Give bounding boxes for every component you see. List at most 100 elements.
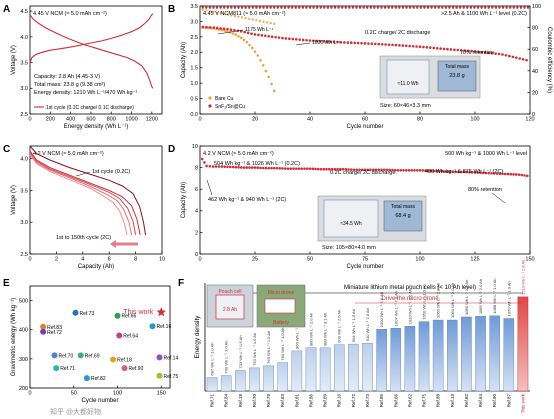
panel-f-category: Ref.62 (407, 394, 412, 408)
panel-b-point-1 (205, 25, 208, 29)
panel-d-point (294, 167, 298, 170)
panel-d-point (388, 168, 392, 172)
panel-b-mass-value: 23.8 g (449, 73, 464, 79)
panel-f-category: Ref.70 (252, 394, 257, 408)
panel-d-point (352, 168, 356, 172)
panel-letter-a: A (3, 4, 10, 15)
panel-d-ytick-label: 8 (195, 166, 198, 172)
panel-d-point (517, 173, 521, 176)
panel-f-category: Ref.66 (393, 394, 398, 408)
panel-f-bar-label: 763 Wh L⁻¹ 1.0 Ah (266, 331, 271, 364)
panel-b-ce-bare-point (208, 9, 212, 13)
panel-b-ce-point (208, 6, 212, 9)
panel-f-bar (277, 362, 289, 392)
panel-b-ce-bare-point (248, 17, 251, 21)
panel-d-point (404, 169, 408, 172)
panel-b-ce-point (348, 6, 351, 9)
panel-b-point-1 (343, 41, 346, 44)
panel-d-xtick-label: 100 (415, 257, 424, 263)
panel-b-point-1 (329, 40, 332, 44)
panel-d: 0 25 50 75 100 125 150 0 2 4 6 8 10 Cycle number Capac… (181, 144, 535, 270)
panel-b-ce-bare-point (226, 13, 229, 16)
panel-c-xtick-label: 6 (108, 257, 111, 263)
panel-b-ce-point (455, 6, 458, 9)
panel-e-point-label: Ref.16 (157, 324, 172, 330)
panel-f-bar-label: 1007 Wh L⁻¹ 7.0 Ah (393, 291, 398, 326)
panel-a-xtick-label: 0 (28, 117, 31, 123)
panel-b: 0 20 40 60 80 100 120 0.0 0.5 1.0 1.5 2.0 2.5 3.0 3.5 C… (181, 4, 552, 130)
panel-d-point (525, 174, 529, 178)
panel-b-ce-point (273, 6, 276, 9)
panel-f-category: Ref.71 (210, 394, 215, 408)
panel-d-point (454, 170, 458, 174)
panel-b-size: Size: 60×46×3.3 mm (380, 103, 431, 109)
panel-e-point-label: Ref.66 (122, 314, 137, 320)
panel-b-ce-point (262, 6, 265, 9)
panel-b-ytick-label: 1.5 (190, 66, 198, 72)
panel-d-point (506, 172, 510, 176)
panel-b-ce-point (419, 6, 423, 9)
panel-d-point (435, 169, 438, 173)
panel-d-point (305, 167, 309, 170)
panel-a-frame (29, 5, 163, 115)
panel-b-ce-bare-point (233, 14, 237, 18)
panel-d-point (470, 171, 474, 174)
panel-b-ce-point (494, 6, 498, 9)
panel-b-point-1 (298, 38, 301, 41)
panel-b-point-1 (435, 46, 439, 50)
panel-c-xtick-label: 8 (134, 257, 137, 263)
panel-f-bar-label: 1020 Wh L⁻¹ 4.2 Ah (407, 289, 412, 324)
panel-b-ce-point (305, 6, 308, 9)
panel-c-xtick-label: 10 (159, 257, 165, 263)
panel-a-ytick-label: 4.5 (20, 9, 28, 15)
panel-b-ce-point (487, 6, 490, 9)
panel-d-point (347, 168, 350, 171)
panel-a-ytick-label: 2.5 (20, 112, 28, 118)
panel-b-ce-point (437, 6, 440, 9)
panel-b-ce-bare-point (219, 12, 222, 15)
panel-b-annotation-rate: 0.2C charge/ 2C discharge (365, 30, 430, 36)
panel-a-annotation: Total mass: 23.8 g (9.38 cm³) (34, 82, 105, 88)
panel-d-point (223, 165, 227, 168)
panel-b-ce-point (337, 6, 340, 9)
panel-b-ce-point (362, 6, 365, 9)
panel-d-point (278, 166, 282, 170)
watermark: 知乎 @大都好物 (50, 407, 101, 416)
panel-d-point (429, 169, 433, 173)
panel-d-point (407, 169, 411, 172)
panel-f-bar (376, 329, 387, 392)
panel-c-ytick-label: 2.5 (20, 252, 28, 258)
panel-b-point-1 (387, 43, 391, 46)
panel-b-point-1 (449, 48, 453, 51)
panel-b-point-1 (274, 35, 277, 39)
panel-b-annotation-1175: 1175 Wh L⁻¹ (245, 27, 273, 33)
panel-b-point-1 (270, 35, 274, 39)
panel-b-point-1 (339, 40, 343, 44)
panel-b-point-1 (264, 34, 267, 38)
panel-d-point (492, 172, 496, 175)
panel-b-xtick-label: 100 (470, 117, 479, 123)
panel-e-xtick-label: 50 (71, 391, 77, 397)
panel-f-bar (461, 316, 472, 392)
panel-b-point-0 (256, 54, 260, 57)
panel-e-frame (29, 285, 171, 389)
panel-b-ce-point (501, 6, 505, 9)
panel-b-condition: 4.45 V NCM811 (≈ 5.0 mAh cm⁻²) (203, 11, 286, 17)
panel-f-bar-label: 910 Wh L⁻¹ 2.0 Ah (365, 308, 370, 341)
panel-b-point-1 (463, 49, 466, 52)
panel-b-arrow-1175 (217, 29, 244, 35)
panel-d-point (316, 167, 320, 171)
panel-d-point (396, 169, 400, 172)
panel-b-point-1 (404, 44, 408, 48)
panel-e-point (114, 312, 121, 319)
panel-b-point-1 (212, 26, 216, 29)
panel-d-point (424, 169, 427, 172)
panel-b-point-1 (277, 36, 281, 39)
panel-f-bar-label: 1070 Wh L⁻¹ 1.0 Ah (506, 281, 511, 316)
panel-d-annotation-462: 462 Wh kg⁻¹ & 940 Wh L⁻¹ (2C) (208, 197, 286, 203)
panel-d-point (369, 168, 372, 172)
panel-b-point-1 (518, 57, 521, 60)
panel-b-point-1 (497, 52, 501, 56)
panel-b-point-1 (294, 38, 298, 41)
panel-e-point-label: Ref.14 (164, 355, 179, 361)
